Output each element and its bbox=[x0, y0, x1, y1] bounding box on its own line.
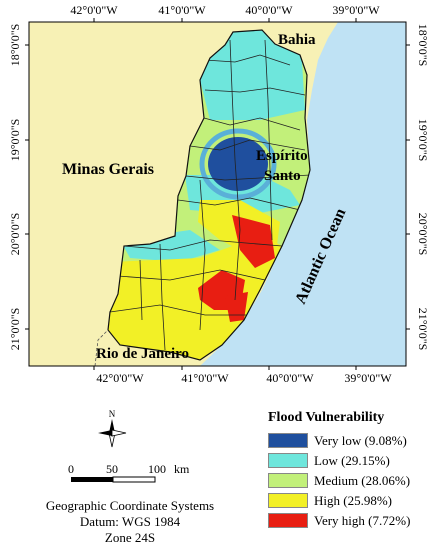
north-arrow-icon: N bbox=[98, 409, 127, 448]
lon-label-bottom: 41°0'0"W bbox=[181, 371, 229, 385]
scale-unit: km bbox=[174, 462, 190, 476]
legend-label: Medium (28.06%) bbox=[314, 472, 411, 488]
espirito-santo-outline bbox=[107, 29, 311, 361]
legend-label: High (25.98%) bbox=[314, 492, 392, 508]
legend-swatch-very-high bbox=[268, 513, 308, 528]
lat-label-left: 21°0'0"S bbox=[8, 308, 22, 351]
lat-label-right: 21°0'0"S bbox=[416, 308, 430, 351]
north-letter: N bbox=[109, 409, 116, 419]
legend-swatch-low bbox=[268, 453, 308, 468]
legend-swatch-high bbox=[268, 493, 308, 508]
scale-tick-100: 100 bbox=[148, 462, 166, 476]
lon-label-top: 39°0'0"W bbox=[332, 3, 380, 17]
scale-bar bbox=[71, 476, 156, 483]
legend-item: Low (29.15%) bbox=[268, 452, 428, 469]
lon-label-bottom: 42°0'0"W bbox=[96, 371, 144, 385]
lat-label-left: 20°0'0"S bbox=[8, 213, 22, 256]
legend-label: Low (29.15%) bbox=[314, 452, 390, 468]
legend-title: Flood Vulnerability bbox=[268, 410, 385, 425]
datum-text: Datum: WGS 1984 bbox=[79, 514, 181, 529]
legend: Flood Vulnerability Very low (9.08%) Low… bbox=[268, 410, 428, 532]
rio-de-janeiro-label: Rio de Janeiro bbox=[96, 346, 189, 362]
lon-label-top: 40°0'0"W bbox=[245, 3, 293, 17]
grid-ticks bbox=[25, 18, 410, 370]
legend-swatch-medium bbox=[268, 473, 308, 488]
lat-label-left: 18°0'0"S bbox=[8, 24, 22, 67]
minas-gerais-label: Minas Gerais bbox=[62, 161, 154, 178]
lon-label-bottom: 40°0'0"W bbox=[266, 371, 314, 385]
lon-label-top: 42°0'0"W bbox=[70, 3, 118, 17]
flood-vulnerability-map: 42°0'0"W 41°0'0"W 40°0'0"W 39°0'0"W 42°0… bbox=[8, 3, 430, 385]
map-frame bbox=[28, 21, 407, 367]
legend-label: Very low (9.08%) bbox=[314, 432, 407, 448]
zone-text: Zone 24S bbox=[104, 530, 156, 545]
scale-tick-0: 0 bbox=[68, 462, 74, 476]
lat-label-right: 19°0'0"S bbox=[416, 119, 430, 162]
lat-label-right: 20°0'0"S bbox=[416, 213, 430, 256]
espirito-santo-label-line2: Santo bbox=[264, 168, 301, 184]
lat-label-right: 18°0'0"S bbox=[416, 24, 430, 67]
coordinate-system-text: Geographic Coordinate Systems bbox=[45, 498, 215, 513]
legend-label: Very high (7.72%) bbox=[314, 512, 411, 528]
rio-boundary bbox=[94, 329, 109, 366]
atlantic-ocean-area bbox=[200, 22, 406, 366]
legend-item: Very low (9.08%) bbox=[268, 432, 428, 449]
legend-item: Very high (7.72%) bbox=[268, 512, 428, 529]
bahia-label: Bahia bbox=[278, 32, 316, 48]
lat-label-left: 19°0'0"S bbox=[8, 119, 22, 162]
legend-item: High (25.98%) bbox=[268, 492, 428, 509]
vulnerability-surface bbox=[108, 30, 310, 360]
lon-label-top: 41°0'0"W bbox=[158, 3, 206, 17]
espirito-santo-label-line1: Espírito bbox=[256, 148, 308, 164]
scale-tick-50: 50 bbox=[106, 462, 118, 476]
lon-label-bottom: 39°0'0"W bbox=[344, 371, 392, 385]
legend-item: Medium (28.06%) bbox=[268, 472, 428, 489]
legend-swatch-very-low bbox=[268, 433, 308, 448]
